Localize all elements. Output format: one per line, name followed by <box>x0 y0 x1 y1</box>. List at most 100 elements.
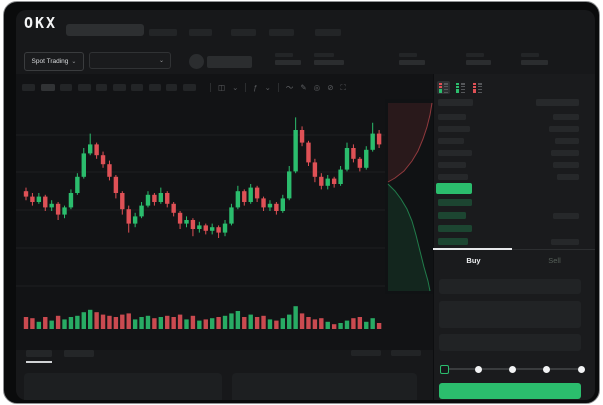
depth-ask-line <box>387 102 433 183</box>
candle-body <box>165 193 170 204</box>
volume-bar <box>248 314 253 329</box>
orderbook-ask-row[interactable] <box>433 150 595 158</box>
fullscreen-icon[interactable]: ⛶ <box>340 82 346 92</box>
slider-step-dot[interactable] <box>474 365 482 373</box>
camera-icon[interactable]: ◎ <box>313 83 321 92</box>
candle-body <box>177 212 183 224</box>
book-combined-icon[interactable] <box>437 81 450 94</box>
ask-amount-placeholder <box>553 114 579 120</box>
orderbook-ask-row[interactable] <box>433 126 595 134</box>
slider-handle[interactable] <box>439 364 449 374</box>
book-row-line <box>443 83 448 85</box>
candle-body <box>152 194 157 202</box>
book-bids-icon[interactable] <box>454 81 467 94</box>
book-row-line <box>460 89 465 91</box>
candle-body <box>158 193 164 202</box>
bid-price-placeholder <box>438 225 472 232</box>
timeframe-button-placeholder[interactable] <box>40 84 55 91</box>
chevron-down-icon[interactable]: ⌄ <box>264 83 271 92</box>
nav-item-placeholder[interactable] <box>149 29 177 36</box>
candle-body <box>248 187 253 202</box>
orderbook-ask-row[interactable] <box>433 174 595 182</box>
timeframe-button-placeholder[interactable] <box>22 84 35 91</box>
timeframe-button-placeholder[interactable] <box>148 84 161 91</box>
amount-input-placeholder[interactable] <box>439 301 581 328</box>
app-surface: OKX Spot Trading ⌄ ⌄ ◫ ⌄ ƒ ⌄ 〜 ✎ ◎ ⊘ ⛶ <box>16 10 595 400</box>
orderbook-ask-row[interactable] <box>433 162 595 170</box>
buy-submit-button[interactable] <box>439 383 581 399</box>
orderbook-bid-row[interactable] <box>433 225 595 233</box>
book-row-line <box>443 89 448 91</box>
pair-selector-dropdown[interactable]: ⌄ <box>89 52 171 69</box>
volume-bar <box>287 314 292 329</box>
ticker-stat-label-placeholder <box>466 53 484 57</box>
last-price-highlight[interactable] <box>436 183 472 194</box>
timeframe-button-placeholder[interactable] <box>182 84 196 91</box>
candle-body <box>23 191 29 197</box>
timeframe-button-placeholder[interactable] <box>166 84 177 91</box>
candle-body <box>274 203 279 211</box>
draw-tool-icon[interactable]: ✎ <box>300 83 307 92</box>
volume-bar <box>152 318 157 329</box>
orderbook-bid-row[interactable] <box>433 238 595 246</box>
orderbook-bid-row[interactable] <box>433 199 595 207</box>
orderbook-bid-row[interactable] <box>433 212 595 220</box>
orderbook-ask-row[interactable] <box>433 138 595 146</box>
bottom-toolbar-placeholder[interactable] <box>391 350 421 356</box>
book-row-line <box>477 86 482 88</box>
chevron-down-icon[interactable]: ⌄ <box>232 83 239 92</box>
bid-amount-placeholder <box>553 213 579 219</box>
erase-tool-icon[interactable]: ⊘ <box>327 83 334 92</box>
volume-bar <box>222 315 228 329</box>
slider-step-dot[interactable] <box>543 365 551 373</box>
volume-bar <box>280 318 285 329</box>
book-asks-icon[interactable] <box>471 81 484 94</box>
bottom-tab-active[interactable] <box>26 350 52 357</box>
volume-bar <box>88 309 93 329</box>
slider-step-dot[interactable] <box>577 365 585 373</box>
candle-body <box>287 171 292 199</box>
depth-bid-line <box>387 183 431 292</box>
volume-bar <box>139 317 144 329</box>
orderbook-panel <box>433 74 595 400</box>
slider-step-dot[interactable] <box>509 365 516 373</box>
candle-body <box>197 225 202 229</box>
timeframe-button-placeholder[interactable] <box>77 84 91 91</box>
buy-tab[interactable]: Buy <box>466 255 481 265</box>
timeframe-button-placeholder[interactable] <box>131 84 143 91</box>
timeframe-button-placeholder[interactable] <box>96 84 107 91</box>
indicators-icon[interactable]: ƒ <box>253 83 258 92</box>
volume-bar <box>165 315 170 329</box>
nav-item-placeholder[interactable] <box>269 29 294 36</box>
volume-bar <box>216 317 221 329</box>
nav-item-placeholder[interactable] <box>315 29 341 36</box>
book-row-dot <box>473 91 476 94</box>
nav-item-placeholder[interactable] <box>189 29 212 36</box>
nav-item-placeholder[interactable] <box>231 29 256 36</box>
candle-style-icon[interactable]: ◫ <box>218 83 226 92</box>
search-input[interactable] <box>66 24 144 36</box>
volume-bar <box>331 324 337 329</box>
total-input-placeholder[interactable] <box>439 334 581 351</box>
ask-price-placeholder <box>438 162 466 168</box>
timeframe-button-placeholder[interactable] <box>112 84 126 91</box>
bid-price-placeholder <box>438 212 466 219</box>
app-window: OKX Spot Trading ⌄ ⌄ ◫ ⌄ ƒ ⌄ 〜 ✎ ◎ ⊘ ⛶ <box>3 1 600 404</box>
bottom-toolbar-placeholder[interactable] <box>351 350 381 356</box>
timeframe-button-placeholder[interactable] <box>60 84 72 91</box>
ticker-stat-label-placeholder <box>399 53 417 57</box>
chart-canvas[interactable] <box>16 74 433 350</box>
chart-area <box>16 74 433 350</box>
sell-tab[interactable]: Sell <box>548 255 561 265</box>
line-tool-icon[interactable]: 〜 <box>285 83 294 92</box>
market-selector-button[interactable]: Spot Trading ⌄ <box>24 52 84 71</box>
candle-body <box>55 203 61 215</box>
price-input-placeholder[interactable] <box>439 279 581 294</box>
bottom-tab[interactable] <box>64 350 94 357</box>
candle-body <box>88 144 93 154</box>
volume-bar <box>242 317 247 329</box>
okx-logo[interactable]: OKX <box>24 14 58 32</box>
candle-body <box>94 144 99 156</box>
orderbook-ask-row[interactable] <box>433 114 595 122</box>
